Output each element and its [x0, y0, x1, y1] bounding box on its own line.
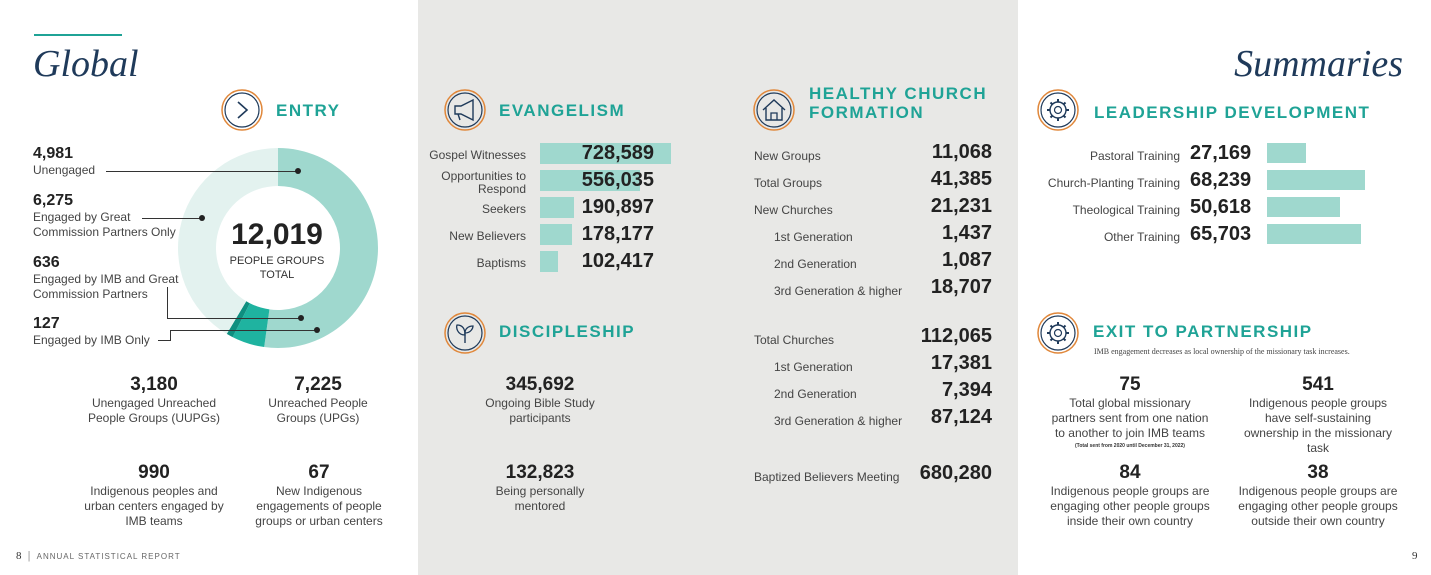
- church-row-value-2: 21,231: [930, 195, 992, 217]
- evangelism-label-3: New Believers: [449, 229, 526, 243]
- church-total-row-label-1: 1st Generation: [774, 360, 853, 374]
- leadership-label-1: Church-Planting Training: [1047, 176, 1180, 190]
- page-number-right: 9: [1412, 550, 1418, 562]
- baptized-value: 680,280: [919, 462, 992, 484]
- megaphone-icon: [444, 89, 486, 131]
- donut-label-gcp-only: 6,275 Engaged by Great Commission Partne…: [33, 192, 176, 239]
- leadership-bar-3: [1267, 224, 1361, 244]
- evangelism-value-3: 178,177: [581, 223, 654, 245]
- discipleship-title: DISCIPLESHIP: [499, 322, 636, 341]
- middle-panel-background: [418, 0, 1018, 575]
- church-row-value-4: 1,087: [941, 249, 992, 271]
- title-rule: [34, 34, 122, 36]
- stat-self-sustaining: 541 Indigenous people groups have self-s…: [1243, 374, 1393, 455]
- leadership-label-3: Other Training: [1103, 230, 1180, 244]
- donut-total-label: PEOPLE GROUPS TOTAL: [229, 255, 325, 281]
- church-row-value-0: 11,068: [931, 141, 992, 163]
- church-row-label-1: Total Groups: [754, 176, 823, 190]
- evangelism-label-1: Opportunities to Respond: [441, 169, 526, 196]
- leadership-bar-0: [1267, 143, 1306, 163]
- evangelism-label-2: Seekers: [481, 202, 526, 216]
- gear-icon: [1037, 89, 1079, 131]
- church-row-value-3: 1,437: [941, 222, 992, 244]
- donut-label-unengaged: 4,981 Unengaged: [33, 145, 96, 177]
- leadership-bar-2: [1267, 197, 1340, 217]
- donut-slice-0: [178, 148, 278, 334]
- church-total-row-label-2: 2nd Generation: [774, 387, 857, 401]
- evangelism-value-1: 556,035: [581, 169, 654, 191]
- church-row-value-5: 18,707: [930, 276, 992, 298]
- leadership-bar-1: [1267, 170, 1365, 190]
- donut-total: 12,019: [231, 218, 323, 251]
- evangelism-value-4: 102,417: [581, 250, 654, 272]
- donut-slice-1: [264, 148, 378, 348]
- church-row-value-1: 41,385: [930, 168, 992, 190]
- church-row-label-3: 1st Generation: [774, 230, 853, 244]
- entry-chevron-icon: [221, 89, 263, 131]
- church-total-row-label-3: 3rd Generation & higher: [774, 414, 903, 428]
- donut-label-imb-only: 127 Engaged by IMB Only: [33, 315, 150, 347]
- page-title-summaries: Summaries: [1234, 43, 1403, 85]
- page-number-left: 8: [16, 550, 22, 562]
- church-row-label-0: New Groups: [754, 149, 821, 163]
- church-total-row-value-1: 17,381: [930, 352, 992, 374]
- stat-upgs: 7,225 Unreached People Groups (UPGs): [268, 374, 368, 425]
- baptized-label: Baptized Believers Meeting: [754, 470, 900, 484]
- donut-center: 12,019 PEOPLE GROUPS TOTAL: [216, 218, 338, 282]
- page-title-global: Global: [33, 43, 139, 85]
- stat-mentored: 132,823 Being personally mentored: [495, 462, 585, 513]
- evangelism-bar-1: [540, 170, 640, 191]
- evangelism-label-4: Baptisms: [476, 256, 526, 270]
- leadership-title: LEADERSHIP DEVELOPMENT: [1094, 103, 1371, 122]
- stat-inside-country: 84 Indigenous people groups are engaging…: [1050, 462, 1210, 528]
- left-footer: 8 | ANNUAL STATISTICAL REPORT: [16, 550, 181, 562]
- stat-outside-country: 38 Indigenous people groups are engaging…: [1238, 462, 1398, 528]
- church-row-label-2: New Churches: [754, 203, 833, 217]
- report-label: ANNUAL STATISTICAL REPORT: [36, 552, 181, 561]
- leadership-value-3: 65,703: [1190, 223, 1252, 245]
- exit-title: EXIT TO PARTNERSHIP: [1093, 322, 1313, 341]
- sprout-icon: [444, 312, 486, 354]
- evangelism-bar-0: [540, 143, 671, 164]
- leadership-label-2: Theological Training: [1072, 203, 1180, 217]
- evangelism-title: EVANGELISM: [499, 101, 626, 120]
- people-groups-donut-chart: [178, 148, 378, 348]
- stat-indigenous-engaged: 990 Indigenous peoples and urban centers…: [84, 462, 224, 528]
- church-total-row-label-0: Total Churches: [754, 333, 835, 347]
- stat-uupgs: 3,180 Unengaged Unreached People Groups …: [87, 374, 221, 425]
- evangelism-bar-4: [540, 251, 558, 272]
- church-total-row-value-2: 7,394: [941, 379, 992, 401]
- entry-title: ENTRY: [276, 101, 341, 120]
- donut-label-imb-gcp: 636 Engaged by IMB and Great Commission …: [33, 254, 179, 301]
- gear-partnership-icon: [1037, 312, 1079, 354]
- leadership-value-1: 68,239: [1190, 169, 1252, 191]
- stat-bible-study: 345,692 Ongoing Bible Study participants: [485, 374, 595, 425]
- stat-missionary-partners: 75 Total global missionary partners sent…: [1051, 374, 1209, 449]
- stat-new-indigenous: 67 New Indigenous engagements of people …: [255, 462, 383, 528]
- evangelism-value-0: 728,589: [581, 142, 654, 164]
- house-icon: [753, 89, 795, 131]
- evangelism-bar-3: [540, 224, 572, 245]
- donut-slice-2: [232, 303, 270, 348]
- church-row-label-4: 2nd Generation: [774, 257, 857, 271]
- exit-subtitle: IMB engagement decreases as local owners…: [1094, 347, 1350, 356]
- leadership-value-0: 27,169: [1190, 142, 1252, 164]
- leadership-label-0: Pastoral Training: [1089, 149, 1180, 163]
- church-row-label-5: 3rd Generation & higher: [774, 284, 903, 298]
- evangelism-value-2: 190,897: [581, 196, 654, 218]
- leadership-value-2: 50,618: [1190, 196, 1252, 218]
- evangelism-label-0: Gospel Witnesses: [429, 148, 526, 162]
- church-title: HEALTHY CHURCH FORMATION: [809, 84, 988, 122]
- church-total-row-value-0: 112,065: [920, 325, 992, 347]
- church-total-row-value-3: 87,124: [930, 406, 992, 428]
- donut-slice-3: [226, 301, 250, 338]
- evangelism-bar-2: [540, 197, 574, 218]
